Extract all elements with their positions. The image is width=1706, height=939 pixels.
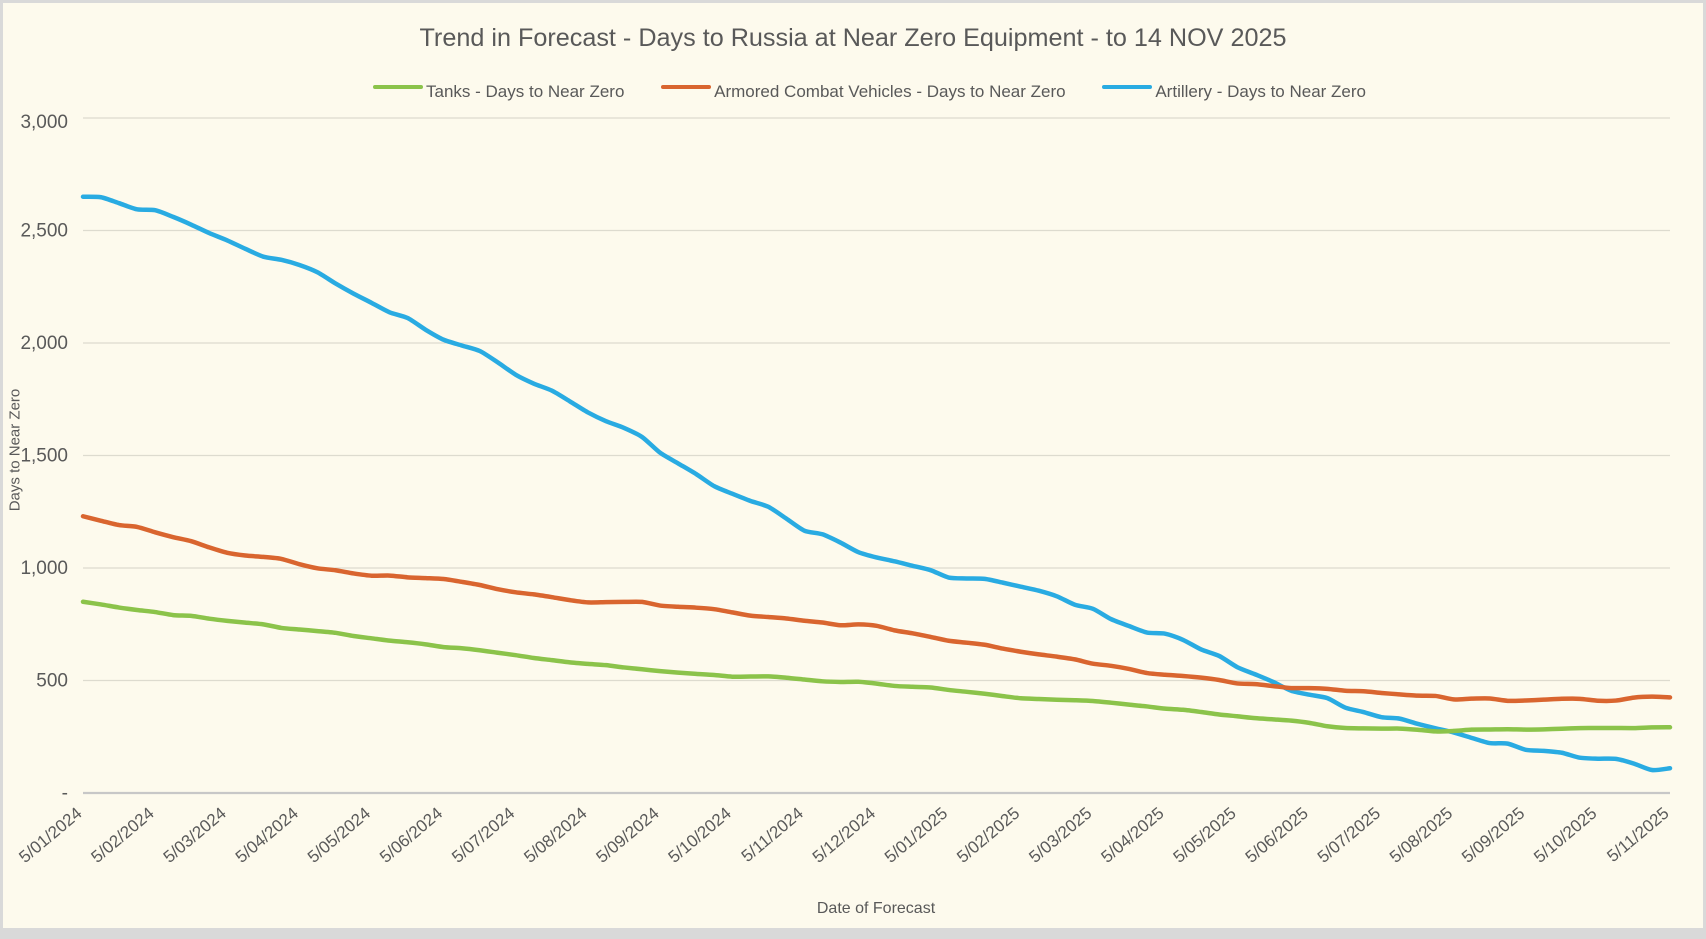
svg-text:-: - [62, 783, 68, 804]
svg-text:5/05/2025: 5/05/2025 [1170, 804, 1240, 867]
svg-text:5/12/2024: 5/12/2024 [809, 804, 879, 867]
svg-text:5/04/2024: 5/04/2024 [232, 804, 302, 867]
svg-text:5/11/2024: 5/11/2024 [738, 804, 807, 866]
svg-text:5/01/2025: 5/01/2025 [881, 804, 951, 867]
svg-text:5/07/2025: 5/07/2025 [1314, 804, 1384, 867]
svg-text:5/03/2024: 5/03/2024 [160, 804, 230, 867]
svg-text:5/06/2024: 5/06/2024 [376, 804, 446, 867]
svg-text:3,000: 3,000 [20, 113, 68, 133]
svg-text:1,000: 1,000 [20, 558, 68, 579]
svg-text:2,500: 2,500 [20, 221, 68, 242]
svg-text:5/06/2025: 5/06/2025 [1242, 804, 1312, 867]
svg-text:5/02/2025: 5/02/2025 [953, 804, 1023, 867]
svg-text:5/10/2024: 5/10/2024 [665, 804, 735, 867]
svg-text:2,000: 2,000 [20, 333, 68, 354]
svg-text:5/08/2025: 5/08/2025 [1386, 804, 1456, 867]
svg-text:1,500: 1,500 [20, 446, 68, 467]
svg-text:5/02/2024: 5/02/2024 [88, 804, 158, 867]
svg-text:5/04/2025: 5/04/2025 [1097, 804, 1167, 867]
svg-text:500: 500 [36, 671, 68, 692]
svg-text:5/08/2024: 5/08/2024 [520, 804, 590, 867]
svg-text:5/09/2024: 5/09/2024 [593, 804, 663, 867]
svg-text:5/09/2025: 5/09/2025 [1458, 804, 1528, 867]
svg-text:5/05/2024: 5/05/2024 [304, 804, 374, 867]
svg-text:5/11/2025: 5/11/2025 [1603, 804, 1672, 866]
svg-text:5/01/2024: 5/01/2024 [15, 804, 85, 867]
svg-text:5/10/2025: 5/10/2025 [1530, 804, 1600, 867]
svg-text:5/07/2024: 5/07/2024 [448, 804, 518, 867]
svg-text:5/03/2025: 5/03/2025 [1025, 804, 1095, 867]
